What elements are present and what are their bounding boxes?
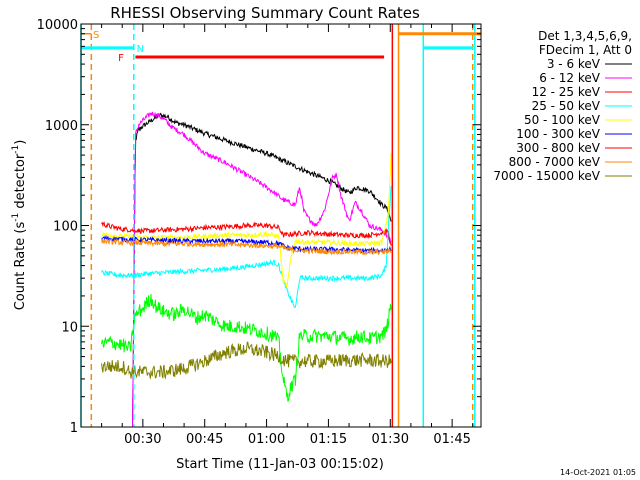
x-tick-label: 00:45 [186,432,223,447]
y-tick-label: 100 [53,220,78,235]
series-line-9 [101,341,392,380]
y-tick-label: 10000 [37,18,78,33]
series-line-6 [101,234,392,255]
x-tick-label: 01:45 [433,432,470,447]
legend-label-1: 3 - 6 keV [547,57,601,71]
axis-layer: 1 10 100 1000 10000 00:30 00:45 01:00 01:15 01:30… [37,18,481,447]
series-line-3 [101,221,392,246]
state-label-n: N [137,44,144,55]
chart-title: RHESSI Observing Summary Count Rates [110,4,420,22]
x-tick-label: 00:30 [124,432,161,447]
legend-label-6: 100 - 300 keV [516,127,600,141]
legend-label-5: 50 - 100 keV [524,113,601,127]
y-tick-label: 1000 [45,119,78,134]
series-line-10 [101,293,392,402]
legend-label-9: 7000 - 15000 keV [493,169,600,183]
state-bars-layer: S N F [81,30,481,64]
series-layer [101,111,392,427]
series-line-2 [132,111,392,427]
legend-label-4: 25 - 50 keV [532,99,601,113]
series-line-4 [101,186,392,309]
x-tick-label: 01:30 [372,432,409,447]
legend-label-3: 12 - 25 keV [532,85,601,99]
x-axis-label: Start Time (11-Jan-03 00:15:02) [176,457,384,472]
x-tick-label: 01:00 [248,432,285,447]
legend: Det 1,3,4,5,6,9,FDecim 1, Att 03 - 6 keV… [493,29,632,183]
y-tick-label: 10 [61,320,78,335]
series-line-8 [101,238,392,256]
legend-header-1: Det 1,3,4,5,6,9, [538,29,632,43]
legend-header-2: FDecim 1, Att 0 [539,43,632,57]
y-axis-label: Count Rate (s-1 detector-1) [11,140,28,311]
x-tick-label: 01:15 [310,432,347,447]
y-tick-label: 1 [70,421,78,436]
state-label-f: F [118,53,124,64]
legend-label-7: 300 - 800 keV [516,141,600,155]
state-label-s: S [93,30,99,41]
legend-label-8: 800 - 7000 keV [509,155,601,169]
footer-timestamp: 14-Oct-2021 01:05 [560,468,636,477]
legend-label-2: 6 - 12 keV [539,71,601,85]
series-line-1 [132,112,392,427]
